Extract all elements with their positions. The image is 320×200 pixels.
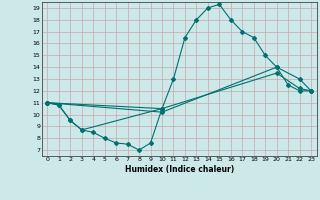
X-axis label: Humidex (Indice chaleur): Humidex (Indice chaleur) (124, 165, 234, 174)
